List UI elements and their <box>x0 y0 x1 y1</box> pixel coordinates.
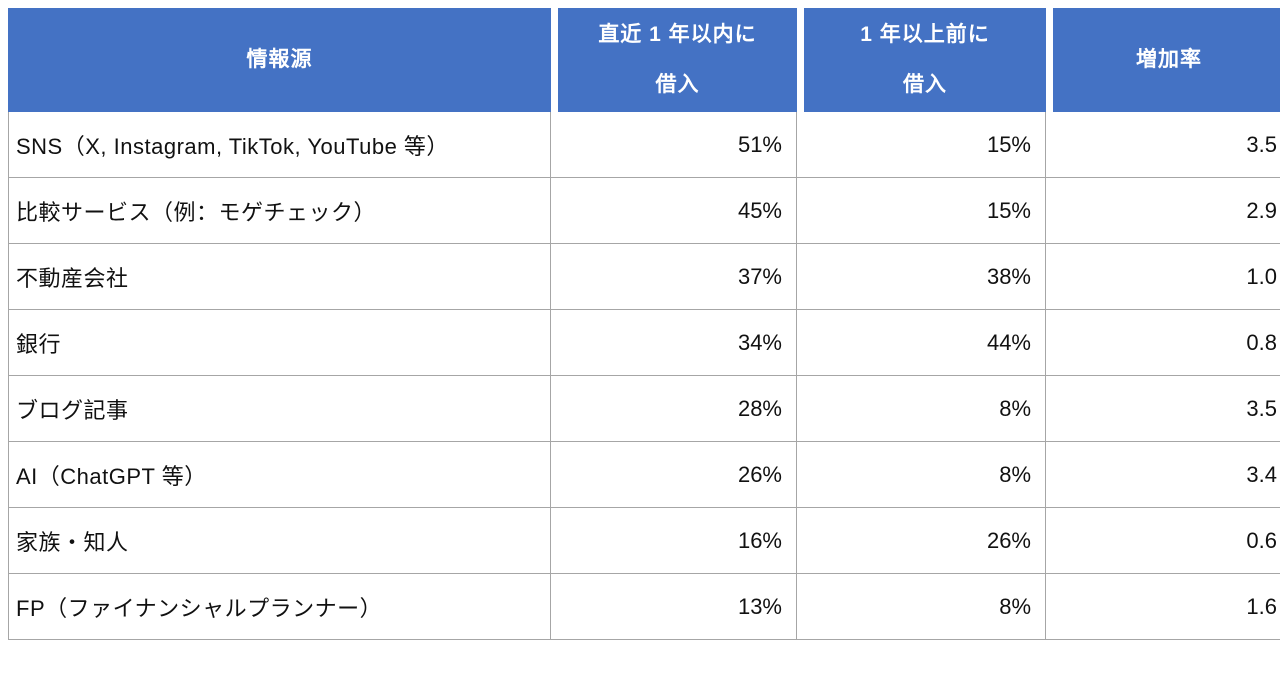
table-row: 家族・知人 16% 26% 0.6 <box>8 508 1280 574</box>
cell-rate: 3.5 <box>1046 376 1280 442</box>
cell-rate: 0.6 <box>1046 508 1280 574</box>
table-row: 比較サービス（例：モゲチェック） 45% 15% 2.9 <box>8 178 1280 244</box>
cell-source: ブログ記事 <box>8 376 551 442</box>
cell-recent: 34% <box>551 310 797 376</box>
cell-source: SNS（X, Instagram, TikTok, YouTube 等） <box>8 112 551 178</box>
table-row: 銀行 34% 44% 0.8 <box>8 310 1280 376</box>
cell-source: AI（ChatGPT 等） <box>8 442 551 508</box>
header-past-borrowers: 1 年以上前に 借入 <box>797 8 1046 112</box>
cell-rate: 1.0 <box>1046 244 1280 310</box>
cell-past: 38% <box>797 244 1046 310</box>
cell-source: 比較サービス（例：モゲチェック） <box>8 178 551 244</box>
cell-past: 15% <box>797 178 1046 244</box>
table-row: SNS（X, Instagram, TikTok, YouTube 等） 51%… <box>8 112 1280 178</box>
cell-recent: 28% <box>551 376 797 442</box>
info-source-table: 情報源 直近 1 年以内に 借入 1 年以上前に 借入 増加率 SNS（X, I… <box>8 8 1280 640</box>
cell-recent: 51% <box>551 112 797 178</box>
header-recent-borrowers: 直近 1 年以内に 借入 <box>551 8 797 112</box>
cell-source: 不動産会社 <box>8 244 551 310</box>
cell-source: 家族・知人 <box>8 508 551 574</box>
cell-past: 26% <box>797 508 1046 574</box>
cell-rate: 3.4 <box>1046 442 1280 508</box>
header-source: 情報源 <box>8 8 551 112</box>
cell-past: 15% <box>797 112 1046 178</box>
cell-rate: 0.8 <box>1046 310 1280 376</box>
cell-source: FP（ファイナンシャルプランナー） <box>8 574 551 640</box>
cell-recent: 13% <box>551 574 797 640</box>
table-row: AI（ChatGPT 等） 26% 8% 3.4 <box>8 442 1280 508</box>
cell-past: 8% <box>797 574 1046 640</box>
header-growth-rate: 増加率 <box>1046 8 1280 112</box>
cell-recent: 26% <box>551 442 797 508</box>
cell-past: 8% <box>797 376 1046 442</box>
cell-past: 8% <box>797 442 1046 508</box>
table-row: 不動産会社 37% 38% 1.0 <box>8 244 1280 310</box>
cell-recent: 16% <box>551 508 797 574</box>
cell-rate: 3.5 <box>1046 112 1280 178</box>
cell-recent: 37% <box>551 244 797 310</box>
table-header-row: 情報源 直近 1 年以内に 借入 1 年以上前に 借入 増加率 <box>8 8 1280 112</box>
table-row: FP（ファイナンシャルプランナー） 13% 8% 1.6 <box>8 574 1280 640</box>
cell-past: 44% <box>797 310 1046 376</box>
cell-source: 銀行 <box>8 310 551 376</box>
cell-rate: 1.6 <box>1046 574 1280 640</box>
cell-recent: 45% <box>551 178 797 244</box>
table-row: ブログ記事 28% 8% 3.5 <box>8 376 1280 442</box>
cell-rate: 2.9 <box>1046 178 1280 244</box>
